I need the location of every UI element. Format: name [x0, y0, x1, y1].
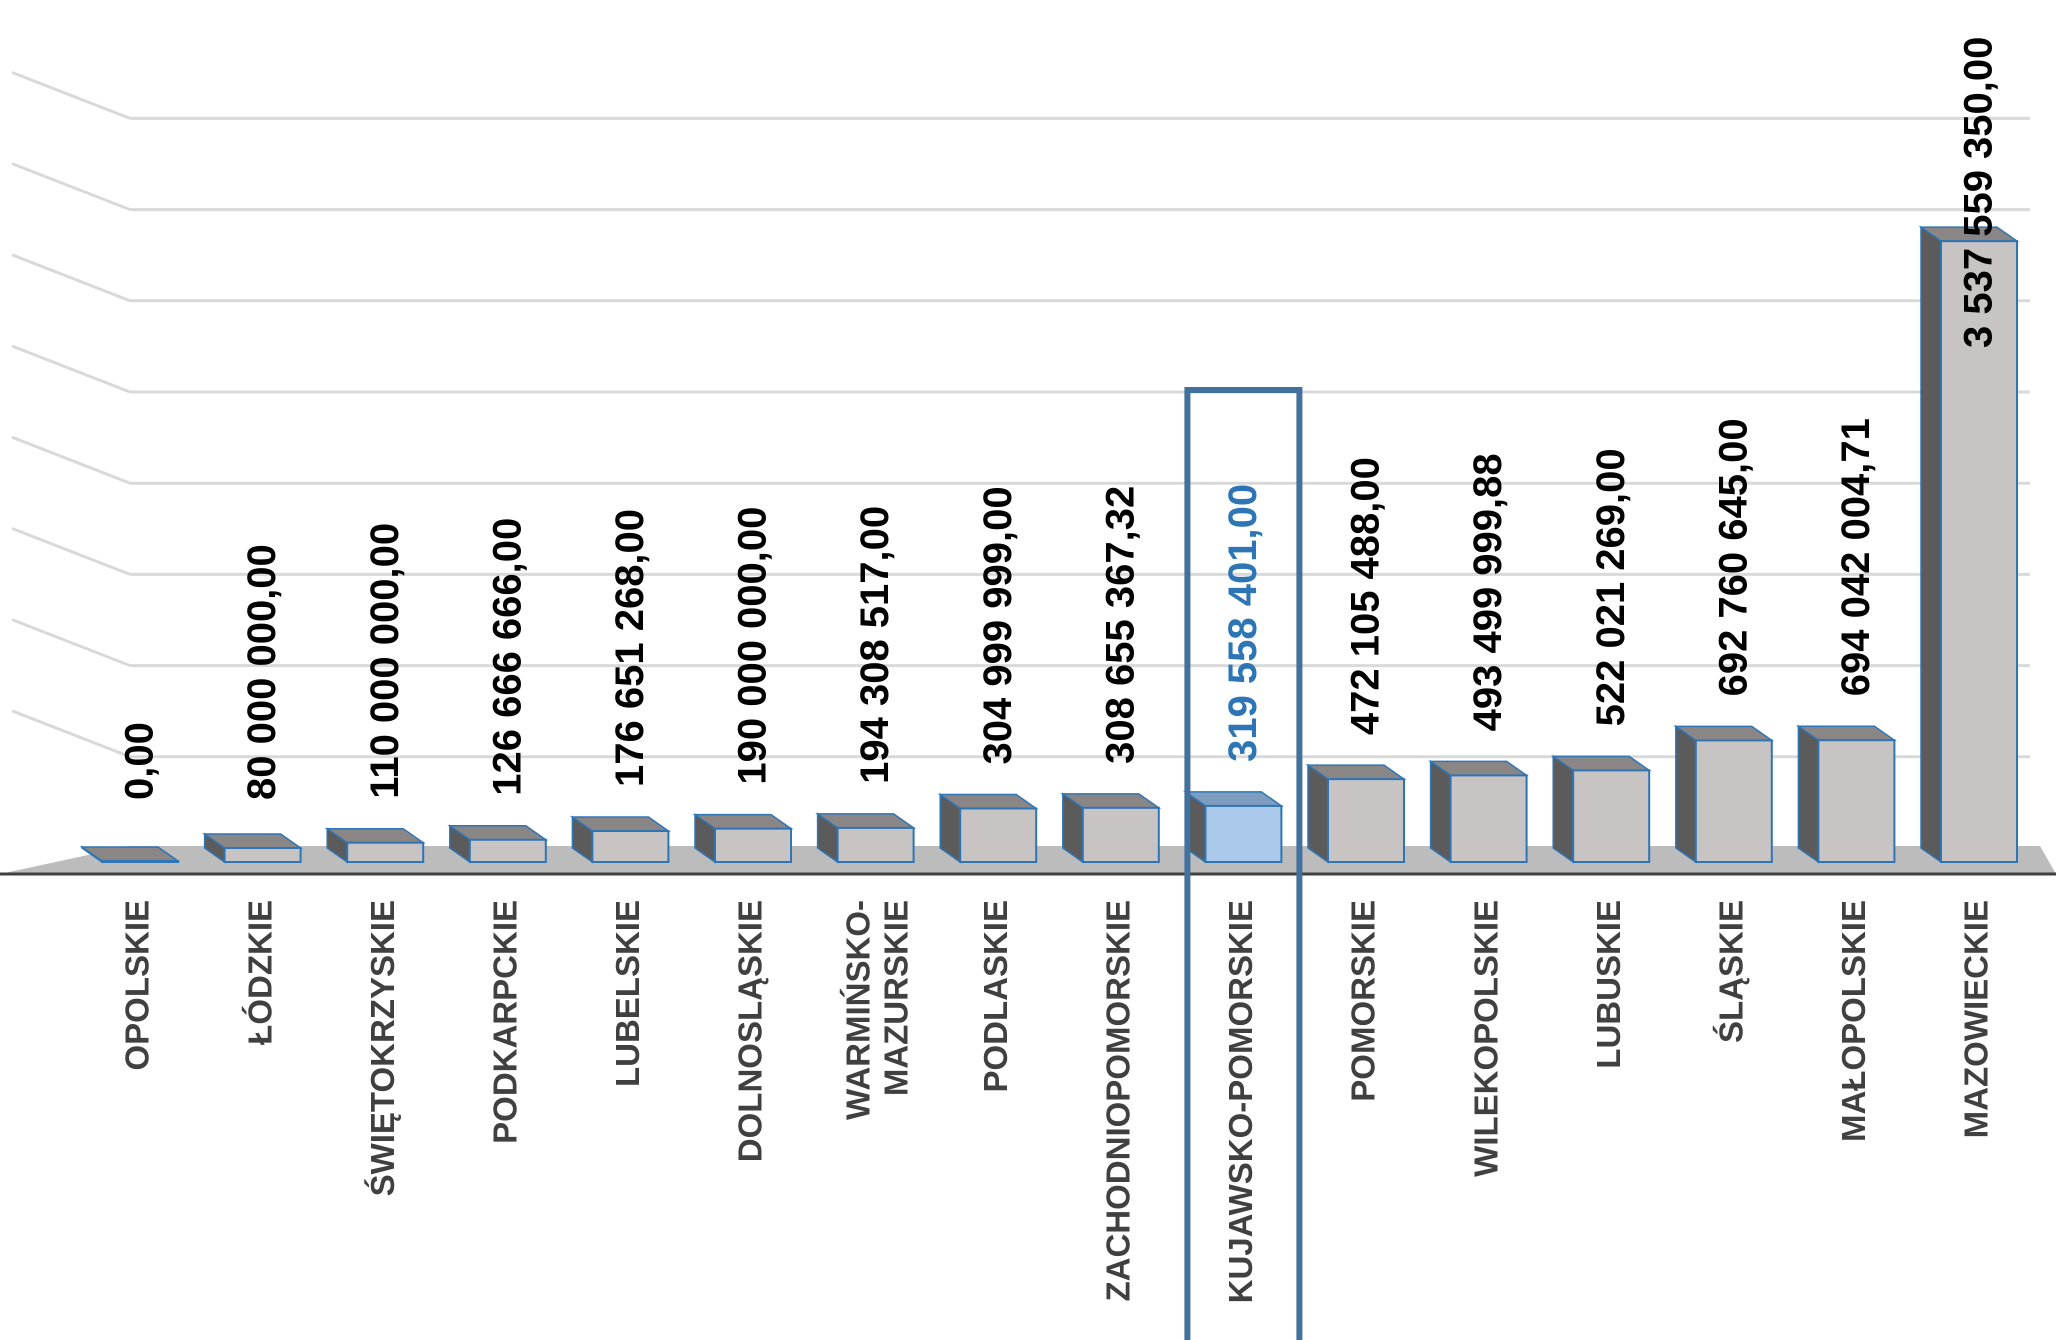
- value-label: 80 000 000,00: [240, 544, 284, 800]
- category-label: KUJAWSKO-POMORSKIE: [1222, 900, 1259, 1303]
- bar-front: [1204, 804, 1283, 863]
- value-label: 472 105 488,00: [1344, 457, 1388, 735]
- bar-lubelskie: [570, 815, 671, 864]
- category-label: OPOLSKIE: [119, 900, 156, 1071]
- bar-zachodniopomorskie: [1060, 792, 1162, 864]
- bar-front: [1081, 806, 1160, 864]
- category-label-line: WARMIŃSKO-: [840, 900, 877, 1120]
- value-label: 308 655 367,32: [1098, 486, 1142, 764]
- bar-front: [1817, 739, 1896, 863]
- category-label: WARMIŃSKO-MAZURSKIE: [840, 900, 915, 1120]
- value-label: 194 308 517,00: [853, 506, 897, 784]
- bar-front: [101, 860, 179, 863]
- bar-warminsko-mazurskie: [815, 812, 916, 864]
- category-label: ZACHODNIOPOMORSKIE: [1100, 900, 1137, 1302]
- highlight-box: [1184, 387, 1303, 1340]
- bar-side: [1675, 724, 1697, 864]
- bar-front: [959, 807, 1038, 863]
- bar-side: [1920, 225, 1942, 864]
- bar-front: [1572, 769, 1651, 863]
- gridline-side: [11, 709, 131, 759]
- bar-front: [1940, 240, 2018, 864]
- category-label: ŚLĄSKIE: [1713, 900, 1750, 1043]
- category-label: MAZOWIECKIE: [1958, 900, 1995, 1138]
- bar-podlaskie: [937, 793, 1039, 864]
- bar-front: [591, 829, 670, 863]
- category-label: PODLASKIE: [977, 900, 1014, 1093]
- bar-front: [1327, 778, 1405, 864]
- bar-lubuskie: [1550, 754, 1652, 864]
- bar-front: [223, 846, 302, 864]
- value-label: 493 499 999,88: [1466, 453, 1510, 731]
- category-label: LUBUSKIE: [1590, 900, 1627, 1069]
- gridline-side: [11, 527, 131, 576]
- gridline-side: [11, 253, 131, 303]
- bar-slaskie: [1673, 724, 1775, 864]
- bar-side: [1552, 754, 1574, 864]
- bar-lodzkie: [202, 832, 303, 864]
- category-label: DOLNOSLĄSKIE: [732, 900, 769, 1162]
- bar-dolnoslaskie: [692, 813, 794, 864]
- bar-front: [1694, 739, 1773, 864]
- category-label: MAŁOPOLSKIE: [1835, 900, 1872, 1142]
- bar-malopolskie: [1796, 724, 1897, 864]
- gridline-side: [11, 435, 131, 485]
- value-label: 110 000 000,00: [363, 523, 407, 799]
- value-label: 304 999 999,00: [976, 486, 1020, 764]
- bars: [79, 225, 2020, 864]
- bar-mazowieckie: [1918, 225, 2020, 864]
- gridline-side: [11, 71, 131, 120]
- bar-front: [468, 838, 547, 864]
- category-label: ŚWIĘTOKRZYSKIE: [364, 900, 401, 1196]
- category-label-line: MAZURSKIE: [878, 900, 915, 1096]
- gridline-side: [11, 618, 131, 667]
- bar-pomorskie: [1305, 763, 1407, 864]
- gridline-side: [11, 344, 131, 394]
- value-label: 522 021 269,00: [1589, 448, 1633, 726]
- bar-side: [1797, 724, 1820, 864]
- bar-wilekopolskie: [1428, 759, 1529, 864]
- value-label: 190 000 000,00: [731, 507, 775, 785]
- category-label: PODKARPCKIE: [487, 900, 524, 1144]
- category-label: WILEKOPOLSKIE: [1467, 900, 1504, 1177]
- bar-kujawsko-pomorskie: [1183, 790, 1284, 864]
- bar-swietokrzyskie: [324, 827, 426, 864]
- value-label: 3 537 559 350,00: [1957, 37, 2001, 348]
- bar-side: [1307, 763, 1329, 864]
- bar-opolskie: [79, 845, 181, 864]
- bar-side: [1429, 759, 1452, 864]
- bar-front: [346, 841, 425, 864]
- bar-front: [714, 827, 792, 864]
- value-labels: 0,00 80 000 000,00 110 000 000,00 126 666 6…: [118, 37, 2001, 800]
- value-label: 692 760 645,00: [1711, 418, 1755, 696]
- value-label: 176 651 268,00: [608, 509, 652, 787]
- value-label: 126 666 666,00: [485, 518, 529, 796]
- bar-podkarpckie: [447, 824, 549, 864]
- category-label: POMORSKIE: [1345, 900, 1382, 1102]
- value-label: 694 042 004,71: [1834, 418, 1878, 696]
- bar-front: [1449, 774, 1528, 863]
- value-label: 0,00: [118, 722, 162, 800]
- gridline-side: [11, 162, 131, 211]
- value-label: 319 558 401,00: [1221, 484, 1265, 762]
- category-label: LUBELSKIE: [609, 900, 646, 1087]
- category-label: ŁÓDZKIE: [241, 900, 278, 1045]
- bar-front: [836, 826, 915, 864]
- category-labels: OPOLSKIE ŁÓDZKIE ŚWIĘTOKRZYSKIE PODKARPCKIE…: [119, 900, 1995, 1303]
- gridlines: [11, 71, 2030, 759]
